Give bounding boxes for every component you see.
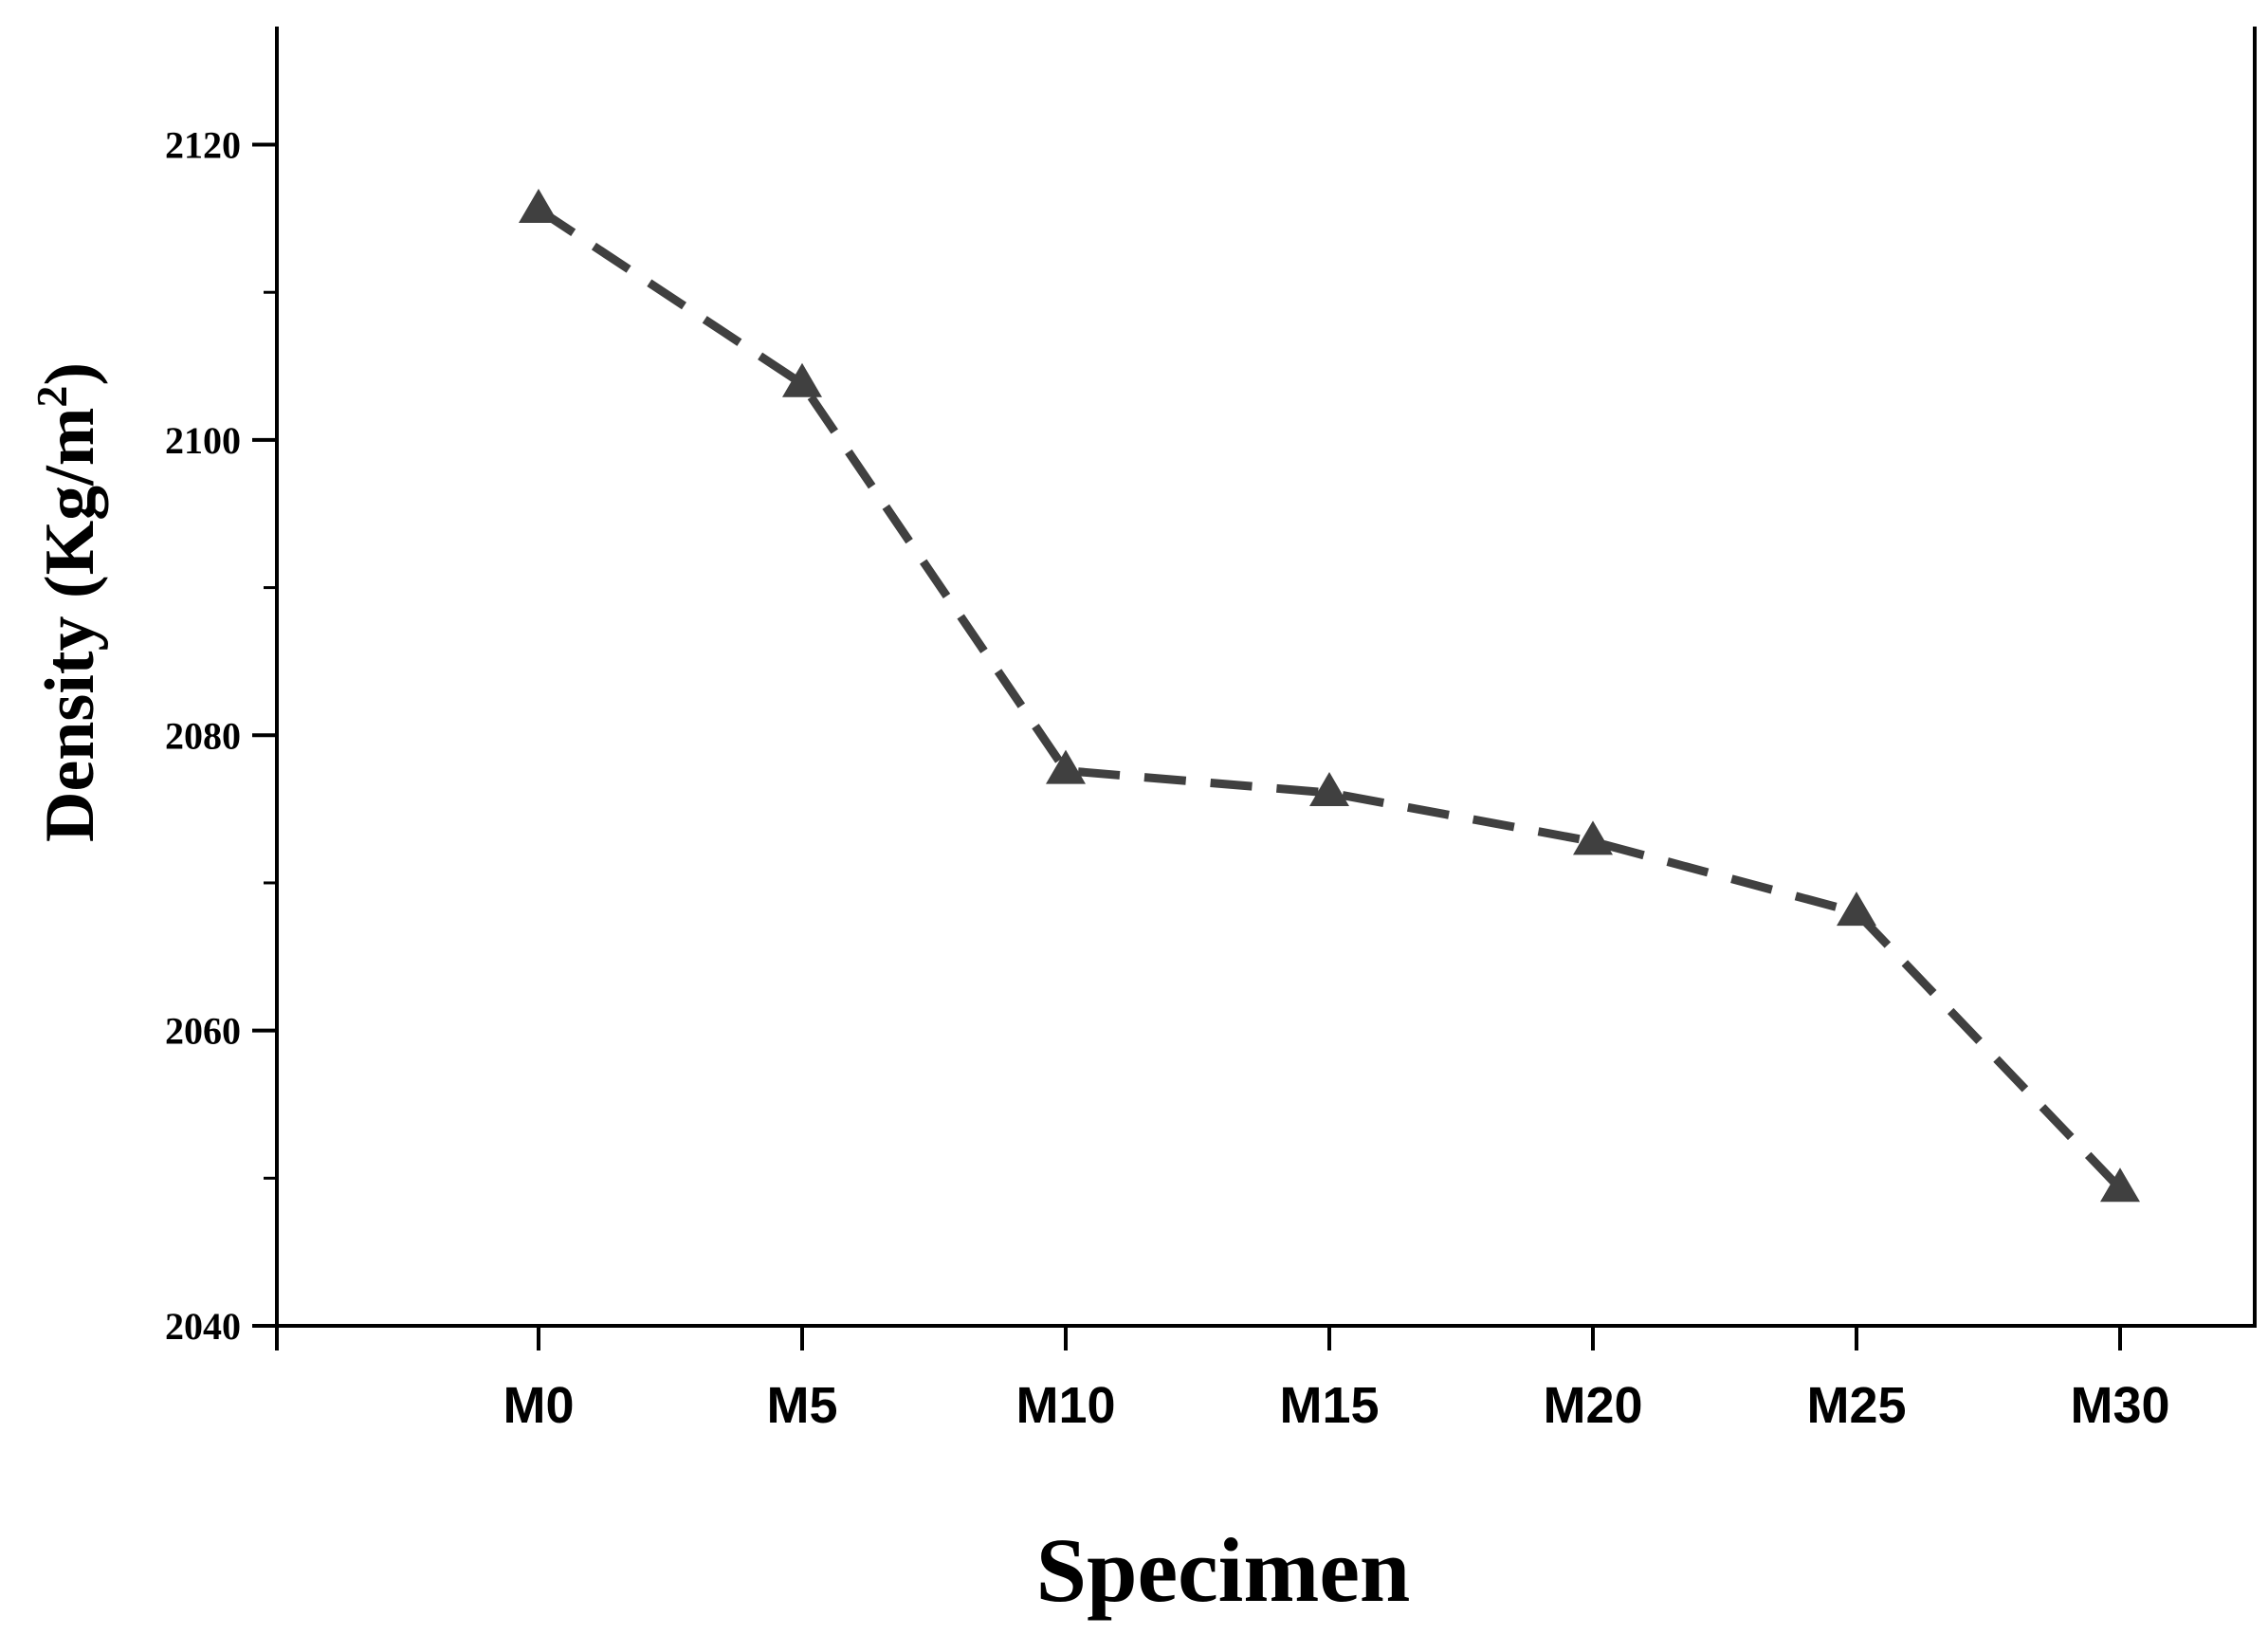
x-tick-label: M25: [1806, 1377, 1906, 1434]
data-point-triangle: [2100, 1167, 2140, 1203]
x-axis-title: Specimen: [1036, 1519, 1411, 1621]
x-tick-label: M20: [1543, 1377, 1642, 1434]
y-tick-label: 2040: [165, 1305, 241, 1348]
x-tick-label: M15: [1279, 1377, 1379, 1434]
x-tick-label: M5: [766, 1377, 837, 1434]
series-line: [536, 206, 2124, 1192]
chart-axes: [275, 27, 2257, 1328]
y-tick-label: 2100: [165, 419, 241, 462]
x-tick-label: M10: [1015, 1377, 1115, 1434]
data-point-triangle: [1837, 891, 1876, 927]
data-point-triangle: [1046, 749, 1086, 784]
data-point-triangle: [1309, 771, 1349, 806]
x-tick-label: M30: [2070, 1377, 2169, 1434]
y-tick-label: 2080: [165, 714, 241, 757]
y-tick-label: 2060: [165, 1010, 241, 1053]
data-point-triangle: [519, 189, 558, 224]
y-axis-title-suffix: ): [31, 362, 109, 386]
x-axis-ticks: M0 M5 M10 M15 M20 M25 M30: [275, 1326, 2170, 1434]
data-series: [519, 189, 2140, 1203]
y-tick-label: 2120: [165, 124, 241, 167]
data-point-triangle: [782, 362, 822, 397]
y-axis-title-superscript: 2: [27, 386, 76, 408]
data-point-triangle: [1573, 820, 1613, 855]
y-axis-title: Density (Kg/m2): [27, 362, 109, 842]
x-tick-label: M0: [503, 1377, 574, 1434]
y-axis-ticks: 2040 2060 2080 2100 2120: [165, 124, 277, 1348]
y-axis-title-main: Density (Kg/m: [31, 408, 109, 842]
